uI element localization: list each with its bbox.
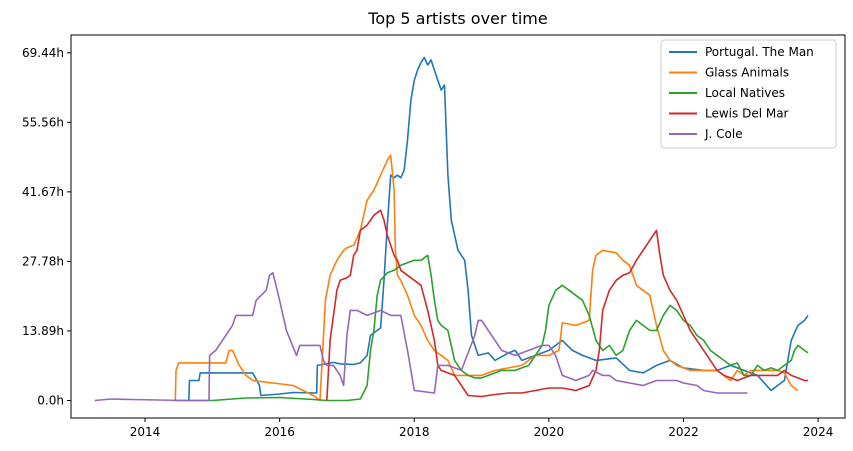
- series-line-local-natives: [172, 254, 809, 402]
- x-tick-label: 2018: [399, 425, 430, 439]
- y-tick-label: 41.67h: [22, 185, 64, 199]
- x-axis: 2014 2016 2018 2020 2022 2024: [130, 418, 834, 439]
- series-line-lewis-del-mar: [326, 209, 808, 401]
- series-line-portugal-the-man: [188, 56, 809, 401]
- legend-label: Glass Animals: [705, 66, 789, 80]
- series-line-glass-animals: [174, 154, 799, 402]
- y-tick-label: 27.78h: [22, 254, 64, 268]
- x-tick-label: 2016: [264, 425, 295, 439]
- plot-frame: [70, 34, 846, 419]
- y-axis: 0.0h 13.89h 27.78h 41.67h 55.56h 69.44h: [22, 46, 71, 407]
- legend-label: Portugal. The Man: [705, 45, 814, 59]
- legend: Portugal. The Man Glass Animals Local Nati…: [660, 39, 837, 149]
- legend-label: J. Cole: [704, 127, 743, 141]
- y-tick-label: 55.56h: [22, 115, 64, 129]
- y-tick-label: 69.44h: [22, 46, 64, 60]
- y-tick-label: 0.0h: [37, 393, 64, 407]
- x-tick-label: 2022: [668, 425, 699, 439]
- legend-label: Local Natives: [705, 86, 785, 100]
- x-tick-label: 2014: [130, 425, 161, 439]
- x-tick-label: 2020: [534, 425, 565, 439]
- chart-title: Top 5 artists over time: [367, 9, 547, 28]
- y-tick-label: 13.89h: [22, 324, 64, 338]
- legend-label: Lewis Del Mar: [705, 107, 789, 121]
- legend-box: [660, 39, 837, 149]
- series-layer: [94, 56, 809, 402]
- x-tick-label: 2024: [803, 425, 834, 439]
- series-line-j-cole: [94, 271, 748, 402]
